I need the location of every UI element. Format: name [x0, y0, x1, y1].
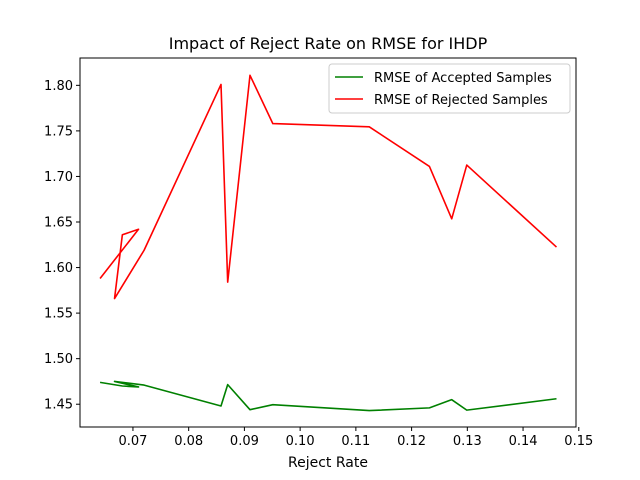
x-tick-label: 0.11 — [341, 434, 370, 449]
y-tick-label: 1.45 — [44, 398, 73, 413]
legend-label-2: RMSE of Rejected Samples — [374, 93, 548, 108]
series-line-2 — [99, 74, 558, 300]
x-tick-label: 0.12 — [397, 434, 426, 449]
series-layer — [99, 74, 558, 412]
x-tick-label: 0.08 — [174, 434, 203, 449]
legend: RMSE of Accepted Samples RMSE of Rejected… — [328, 63, 571, 114]
chart-title: Impact of Reject Rate on RMSE for IHDP — [169, 34, 488, 53]
x-tick-label: 0.07 — [118, 434, 147, 449]
y-tick-label: 1.60 — [44, 261, 73, 276]
x-tick-label: 0.13 — [453, 434, 482, 449]
y-tick-label: 1.50 — [44, 352, 73, 367]
legend-box — [328, 63, 571, 114]
legend-label-1: RMSE of Accepted Samples — [374, 71, 552, 86]
y-tick-label: 1.55 — [44, 307, 73, 322]
x-axis-ticks: 0.07 0.08 0.09 0.10 0.11 0.12 0.13 0.14 0.15 — [118, 427, 593, 449]
y-axis-ticks: 1.45 1.50 1.55 1.60 1.65 1.70 1.75 1.80 — [44, 79, 80, 413]
x-tick-label: 0.09 — [230, 434, 259, 449]
x-tick-label: 0.14 — [509, 434, 538, 449]
x-tick-label: 0.15 — [564, 434, 593, 449]
plot-frame — [79, 57, 577, 428]
x-axis-title: Reject Rate — [288, 455, 368, 471]
series-line-1 — [99, 380, 557, 412]
y-tick-label: 1.80 — [44, 79, 73, 94]
y-tick-label: 1.65 — [44, 216, 73, 231]
y-tick-label: 1.70 — [44, 170, 73, 185]
y-tick-label: 1.75 — [44, 124, 73, 139]
x-tick-label: 0.10 — [286, 434, 315, 449]
